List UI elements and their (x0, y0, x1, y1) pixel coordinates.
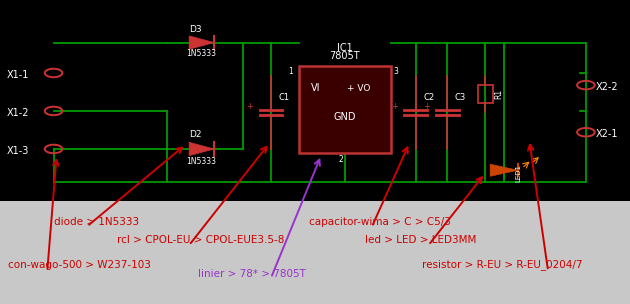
Text: led > LED > LED3MM: led > LED > LED3MM (365, 235, 477, 245)
Text: LED1: LED1 (515, 164, 522, 182)
Polygon shape (189, 36, 214, 49)
Text: capacitor-wima > C > C5/3: capacitor-wima > C > C5/3 (309, 217, 450, 227)
Text: C1: C1 (278, 93, 290, 102)
Text: +: + (423, 102, 430, 111)
Text: GND: GND (334, 112, 356, 122)
Text: C2: C2 (423, 93, 435, 102)
Text: 2: 2 (339, 155, 343, 164)
Bar (0, 201, 630, 304)
Text: resistor > R-EU > R-EU_0204/7: resistor > R-EU > R-EU_0204/7 (422, 260, 583, 271)
Text: 7805T: 7805T (329, 51, 360, 61)
Text: diode > 1N5333: diode > 1N5333 (54, 217, 139, 227)
Text: 3: 3 (394, 67, 399, 76)
Text: 1N5333: 1N5333 (186, 157, 216, 166)
Text: +: + (246, 102, 253, 111)
Text: VI: VI (311, 82, 320, 92)
Text: D3: D3 (189, 25, 202, 34)
Text: rcl > CPOL-EU > CPOL-EUE3.5-8: rcl > CPOL-EU > CPOL-EUE3.5-8 (117, 235, 284, 245)
Text: D2: D2 (189, 130, 202, 139)
Text: 1N5333: 1N5333 (186, 49, 216, 58)
Text: X2-2: X2-2 (596, 82, 619, 92)
Text: X2-1: X2-1 (596, 129, 619, 139)
Text: R1: R1 (494, 89, 503, 99)
Text: linier > 78* > 7805T: linier > 78* > 7805T (198, 269, 306, 279)
Text: +: + (391, 102, 398, 111)
Text: + VO: + VO (346, 84, 370, 92)
Polygon shape (189, 142, 214, 156)
Text: C3: C3 (455, 93, 466, 102)
Text: X1-2: X1-2 (6, 108, 29, 118)
Text: con-wago-500 > W237-103: con-wago-500 > W237-103 (8, 260, 151, 270)
Text: IC1: IC1 (337, 43, 353, 53)
Bar (299, 66, 391, 153)
Bar (478, 85, 493, 103)
Polygon shape (490, 164, 518, 176)
Text: 1: 1 (288, 67, 293, 76)
Text: X1-1: X1-1 (6, 70, 29, 80)
Text: X1-3: X1-3 (6, 146, 29, 156)
